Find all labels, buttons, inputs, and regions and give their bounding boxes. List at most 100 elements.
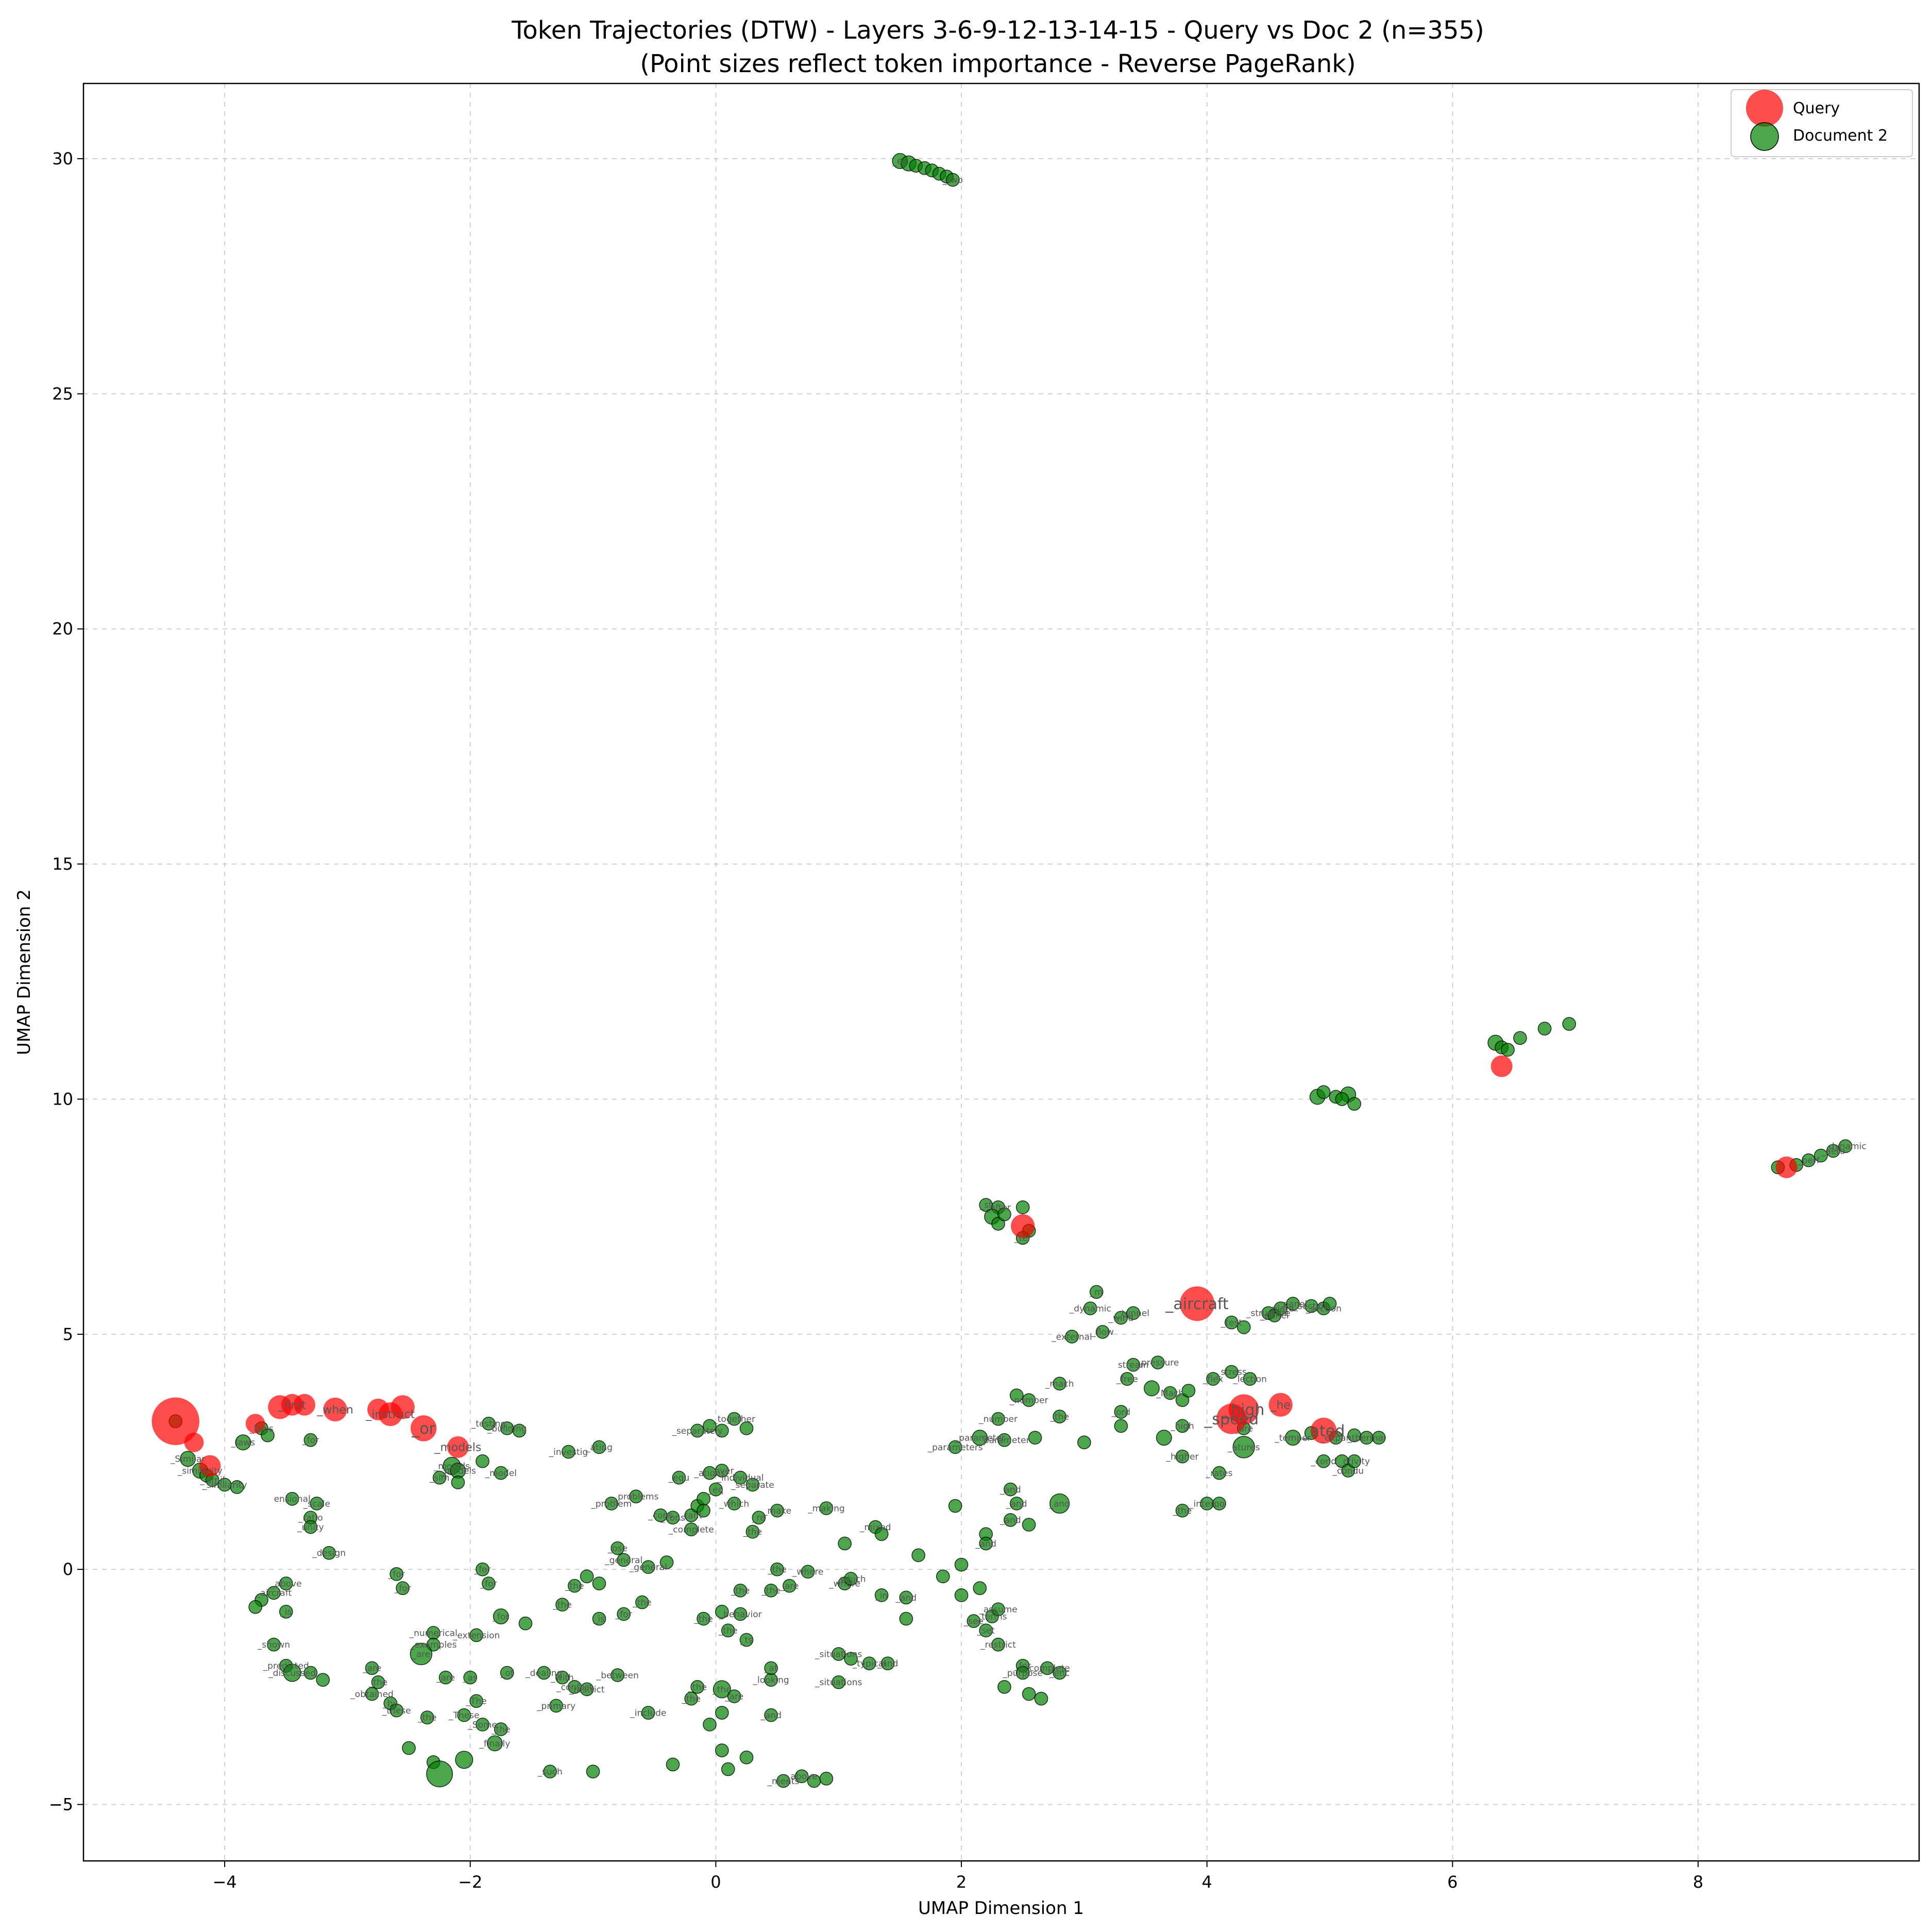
document-point [733, 1607, 748, 1621]
document-token-label: _rates [1206, 1468, 1233, 1479]
document-token-label: _examples [410, 1640, 457, 1650]
document-token-label: _laws [249, 1423, 274, 1434]
document-point [1004, 1482, 1018, 1497]
document-point [972, 1430, 988, 1446]
document-point [604, 1496, 619, 1511]
document-point [764, 1661, 778, 1675]
document-point [617, 1553, 631, 1567]
document-token-label: _problem [590, 1499, 632, 1509]
document-token-label: _The [466, 1697, 487, 1707]
document-token-label: _complete [1024, 1664, 1070, 1674]
document-point [697, 1503, 710, 1518]
document-token-label: _number [1009, 1396, 1048, 1406]
document-point [248, 1600, 263, 1614]
document-point [549, 1699, 563, 1713]
document-point [733, 1470, 748, 1485]
legend-query-marker [1746, 90, 1783, 127]
document-token-label: _tant [680, 1511, 702, 1521]
document-point [235, 1434, 251, 1451]
document-point [745, 1478, 760, 1492]
document-token-label: _number [978, 1414, 1018, 1425]
document-point [1513, 1031, 1527, 1045]
document-token-label: _as [463, 1673, 478, 1683]
document-token-label: _dealing [525, 1668, 562, 1679]
document-point [832, 1675, 846, 1689]
document-point [1175, 1419, 1190, 1433]
document-token-label: _ratio [298, 1513, 323, 1523]
document-token-label: _behavior [718, 1609, 761, 1620]
document-token-label: _ter [1014, 1233, 1031, 1244]
document-point [365, 1661, 379, 1675]
document-token-label: _after [985, 1202, 1011, 1213]
x-tick-label: −2 [458, 1872, 482, 1892]
document-token-label: _lection [1232, 1374, 1267, 1384]
query-point [151, 1397, 199, 1445]
document-token-label: _building [487, 1423, 527, 1434]
document-point [1077, 1435, 1091, 1450]
document-token-label: _for [1014, 1661, 1031, 1671]
document-point [426, 1760, 453, 1788]
document-point [1181, 1383, 1196, 1398]
query-point [1228, 1394, 1259, 1425]
document-token-label: _these [382, 1706, 411, 1716]
document-token-label: _the [682, 1694, 701, 1704]
document-point [500, 1666, 514, 1680]
document-token-label: _stress [1216, 1367, 1247, 1378]
document-token-label: _model [485, 1468, 517, 1479]
data-points [151, 153, 1853, 1788]
document-point [1175, 1503, 1190, 1518]
legend: Query Document 2 [1731, 89, 1913, 157]
document-token-label: _parameters [927, 1443, 983, 1453]
x-tick-label: 2 [956, 1872, 967, 1892]
x-tick-label: 4 [1202, 1872, 1212, 1892]
document-token-label: _making [807, 1503, 845, 1514]
document-point [1126, 1358, 1141, 1372]
document-token-label: _higher [1166, 1452, 1199, 1462]
document-point [555, 1670, 569, 1685]
document-token-label: _for [394, 1584, 411, 1594]
document-token-label: _obtained [350, 1689, 394, 1700]
document-token-label: _panel [1278, 1299, 1308, 1309]
document-token-label: _high [1170, 1421, 1194, 1432]
query-point [199, 1455, 221, 1477]
query-point [293, 1394, 315, 1416]
document-point [476, 1717, 489, 1732]
document-token-label: _together [713, 1414, 755, 1425]
document-point [493, 1608, 509, 1624]
document-token-label: _structure [1246, 1309, 1291, 1319]
document-point [1225, 1315, 1239, 1330]
point-labels: _ex_two_Similar_similarity_simil_similar… [170, 157, 1867, 1787]
document-token-label: _the [761, 1586, 780, 1596]
x-tick-label: 0 [710, 1872, 721, 1892]
document-token-label: _two [942, 175, 963, 185]
document-point [1022, 1393, 1036, 1407]
document-point [801, 1565, 815, 1579]
x-axis-label: UMAP Dimension 1 [918, 1898, 1084, 1919]
query-point [184, 1432, 204, 1452]
document-point [1009, 1496, 1024, 1511]
document-point [267, 1637, 281, 1652]
document-point [322, 1546, 336, 1560]
document-token-label: _dynamic [1824, 1142, 1866, 1152]
document-token-label: _sim [429, 1473, 450, 1483]
document-point [1562, 1017, 1577, 1031]
document-point [1022, 1518, 1036, 1532]
document-point [457, 1708, 471, 1722]
document-point [1015, 1200, 1030, 1214]
document-token-label: _and [895, 1593, 917, 1603]
document-point [1083, 1301, 1097, 1315]
document-token-label: _are [362, 1664, 381, 1674]
query-point [447, 1436, 469, 1458]
document-token-label: _above [786, 1772, 818, 1782]
document-token-label: _predicted [263, 1661, 309, 1671]
document-point [954, 1557, 969, 1572]
document-token-label: _general [629, 1563, 667, 1573]
query-token-label: _or [411, 1420, 435, 1438]
document-token-label: _ord [1111, 1407, 1130, 1417]
document-point [819, 1771, 834, 1786]
document-token-label: _test [1221, 1318, 1242, 1328]
document-token-label: _set [976, 1626, 995, 1636]
document-token-label: _over [709, 1466, 734, 1476]
document-token-label: _atures [1227, 1443, 1260, 1453]
document-point [283, 1664, 301, 1682]
